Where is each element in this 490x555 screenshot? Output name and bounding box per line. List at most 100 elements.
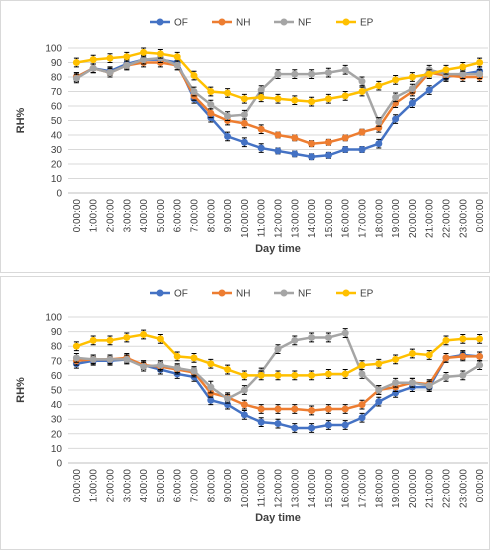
point bbox=[257, 405, 265, 413]
point bbox=[274, 131, 282, 139]
point bbox=[459, 371, 467, 379]
point bbox=[72, 59, 80, 66]
x-tick-label: 11:00:00 bbox=[257, 469, 268, 508]
x-tick-label: 2:00:00 bbox=[106, 199, 117, 233]
point bbox=[442, 336, 450, 344]
y-tick-label: 90 bbox=[51, 58, 63, 69]
point bbox=[324, 405, 332, 413]
y-tick-label: 10 bbox=[51, 174, 63, 185]
y-tick-label: 20 bbox=[51, 160, 63, 171]
x-tick-label: 0:00:00 bbox=[72, 469, 83, 503]
point bbox=[408, 85, 416, 93]
point bbox=[106, 69, 114, 77]
x-tick-label: 3:00:00 bbox=[122, 199, 133, 233]
point bbox=[123, 333, 131, 341]
point bbox=[358, 88, 366, 95]
point bbox=[156, 335, 164, 343]
point bbox=[224, 132, 232, 140]
point bbox=[291, 70, 299, 78]
point bbox=[240, 119, 248, 127]
point bbox=[291, 424, 299, 432]
x-tick-label: 6:00:00 bbox=[173, 199, 184, 233]
y-tick-label: 80 bbox=[51, 342, 63, 353]
point bbox=[240, 111, 248, 119]
point bbox=[291, 150, 299, 158]
point bbox=[173, 61, 181, 69]
y-tick-label: 80 bbox=[51, 73, 63, 84]
x-tick-label: 10:00:00 bbox=[240, 469, 251, 508]
point bbox=[140, 48, 148, 56]
point bbox=[224, 395, 232, 403]
point bbox=[257, 144, 265, 152]
point bbox=[408, 350, 416, 357]
legend-label: OF bbox=[174, 18, 188, 29]
point bbox=[425, 382, 433, 390]
y-axis-label: RH% bbox=[15, 377, 27, 403]
point bbox=[291, 371, 299, 379]
point bbox=[341, 134, 349, 142]
legend-label: NH bbox=[236, 18, 250, 29]
point bbox=[425, 86, 433, 94]
x-tick-label: 17:00:00 bbox=[358, 469, 369, 508]
y-tick-label: 60 bbox=[51, 371, 63, 382]
y-tick-label: 70 bbox=[51, 87, 63, 98]
x-tick-label: 6:00:00 bbox=[173, 469, 184, 503]
legend-label: EP bbox=[360, 18, 374, 29]
point bbox=[324, 69, 332, 77]
y-tick-label: 100 bbox=[45, 313, 62, 324]
point bbox=[207, 88, 215, 95]
point bbox=[257, 371, 265, 379]
point bbox=[274, 420, 282, 428]
point bbox=[324, 370, 332, 378]
point bbox=[123, 355, 131, 363]
x-tick-label: 5:00:00 bbox=[156, 199, 167, 233]
x-tick-label: 20:00:00 bbox=[408, 199, 419, 238]
point bbox=[72, 354, 80, 362]
point bbox=[392, 115, 400, 123]
x-axis-label: Day time bbox=[255, 243, 301, 255]
y-tick-label: 0 bbox=[56, 189, 62, 200]
x-tick-label: 8:00:00 bbox=[206, 199, 217, 233]
point bbox=[476, 70, 484, 78]
x-tick-label: 14:00:00 bbox=[307, 469, 318, 508]
legend-label: NH bbox=[236, 289, 250, 300]
point bbox=[476, 361, 484, 369]
x-tick-label: 14:00:00 bbox=[307, 199, 318, 238]
y-tick-label: 100 bbox=[45, 44, 62, 55]
point bbox=[240, 411, 248, 419]
point bbox=[106, 336, 114, 344]
legend-marker bbox=[342, 18, 350, 26]
point bbox=[392, 355, 400, 363]
point bbox=[375, 398, 383, 406]
point bbox=[291, 134, 299, 142]
point bbox=[324, 151, 332, 159]
x-tick-label: 22:00:00 bbox=[442, 469, 453, 508]
point bbox=[341, 146, 349, 153]
x-tick-label: 21:00:00 bbox=[425, 469, 436, 508]
x-tick-label: 7:00:00 bbox=[190, 469, 201, 503]
point bbox=[123, 53, 131, 61]
point bbox=[156, 361, 164, 369]
point bbox=[106, 54, 114, 62]
point bbox=[408, 73, 416, 81]
x-tick-label: 9:00:00 bbox=[223, 199, 234, 233]
x-tick-label: 23:00:00 bbox=[458, 469, 469, 508]
point bbox=[375, 82, 383, 90]
point bbox=[358, 128, 366, 136]
point bbox=[308, 371, 316, 379]
x-tick-label: 5:00:00 bbox=[156, 469, 167, 503]
point bbox=[224, 112, 232, 120]
point bbox=[257, 125, 265, 133]
point bbox=[308, 70, 316, 78]
y-tick-label: 50 bbox=[51, 386, 63, 397]
point bbox=[207, 396, 215, 404]
panel bbox=[0, 0, 490, 273]
y-tick-label: 90 bbox=[51, 327, 63, 338]
point bbox=[308, 153, 316, 161]
x-tick-label: 12:00:00 bbox=[274, 199, 285, 238]
x-tick-label: 4:00:00 bbox=[139, 469, 150, 503]
x-tick-label: 1:00:00 bbox=[89, 199, 100, 233]
point bbox=[358, 146, 366, 153]
x-tick-label: 22:00:00 bbox=[442, 199, 453, 238]
point bbox=[274, 405, 282, 413]
